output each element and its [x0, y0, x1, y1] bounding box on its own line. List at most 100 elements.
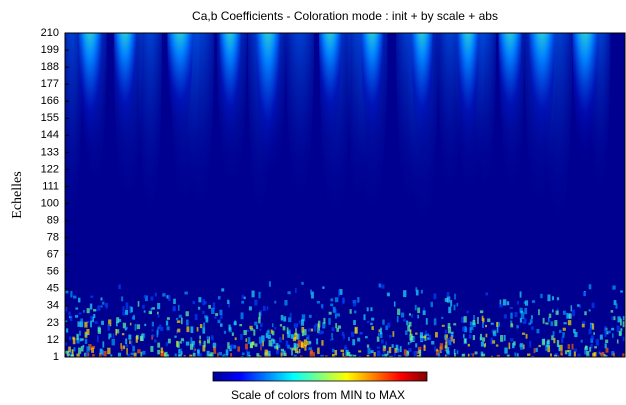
texture	[125, 309, 129, 315]
texture	[346, 351, 351, 356]
texture	[256, 33, 280, 180]
texture	[496, 321, 499, 327]
texture	[472, 335, 476, 341]
texture	[186, 319, 189, 326]
texture	[164, 351, 168, 357]
texture	[613, 316, 616, 321]
texture	[318, 330, 322, 335]
texture	[297, 333, 300, 340]
texture	[280, 314, 284, 321]
texture	[331, 338, 334, 341]
texture	[118, 284, 121, 290]
texture	[528, 322, 532, 325]
texture	[593, 332, 595, 335]
texture	[80, 321, 84, 328]
texture	[90, 315, 93, 320]
texture	[129, 340, 131, 344]
texture	[529, 340, 532, 348]
texture	[258, 312, 261, 319]
texture	[424, 330, 427, 337]
texture	[395, 344, 399, 350]
texture	[223, 353, 226, 357]
texture	[555, 310, 559, 315]
texture	[397, 308, 401, 316]
y-tick-label: 210	[41, 27, 59, 39]
texture	[86, 308, 90, 314]
texture	[140, 336, 143, 341]
texture	[190, 326, 194, 333]
texture	[506, 354, 510, 357]
texture	[330, 303, 334, 307]
texture	[248, 355, 251, 357]
texture	[125, 344, 129, 347]
texture	[275, 350, 280, 355]
texture	[148, 310, 152, 315]
texture	[516, 301, 520, 305]
texture	[406, 350, 410, 356]
texture	[516, 353, 519, 357]
texture	[381, 339, 384, 344]
texture	[295, 328, 297, 336]
texture	[208, 304, 211, 309]
texture	[352, 339, 356, 346]
texture	[284, 300, 288, 306]
chart-title: Ca,b Coefficients - Coloration mode : in…	[192, 9, 498, 23]
texture	[290, 334, 295, 339]
texture	[212, 302, 216, 310]
texture	[274, 300, 277, 304]
texture	[303, 339, 308, 347]
texture	[208, 354, 212, 357]
texture	[130, 340, 133, 346]
texture	[237, 346, 240, 352]
texture	[125, 356, 129, 357]
texture	[496, 326, 499, 333]
texture	[246, 329, 250, 333]
texture	[243, 296, 246, 300]
texture	[198, 340, 202, 344]
texture	[548, 316, 550, 322]
texture	[226, 354, 229, 357]
texture	[325, 355, 328, 357]
texture	[552, 331, 555, 337]
texture	[417, 307, 421, 314]
texture	[301, 326, 305, 333]
texture	[393, 301, 396, 307]
texture	[611, 316, 613, 321]
texture	[77, 321, 81, 327]
texture	[585, 345, 587, 348]
texture	[177, 304, 180, 311]
texture	[503, 314, 507, 319]
texture	[422, 336, 426, 339]
texture	[461, 326, 465, 332]
texture	[573, 351, 576, 357]
texture	[225, 349, 229, 356]
texture	[399, 346, 402, 353]
texture	[157, 302, 161, 310]
texture	[527, 353, 531, 356]
texture	[415, 287, 418, 292]
texture	[430, 301, 433, 308]
texture	[549, 353, 552, 357]
texture	[328, 318, 331, 325]
texture	[416, 351, 420, 355]
texture	[97, 305, 101, 311]
texture	[197, 354, 201, 357]
texture	[80, 346, 84, 352]
texture	[502, 299, 507, 306]
texture	[569, 313, 572, 319]
y-tick-label: 155	[41, 112, 59, 124]
texture	[143, 310, 146, 313]
texture	[240, 333, 243, 340]
texture	[101, 320, 104, 325]
texture	[366, 307, 369, 312]
texture	[202, 342, 205, 345]
texture	[490, 355, 494, 357]
texture	[96, 335, 99, 343]
texture	[590, 344, 593, 349]
texture	[425, 318, 428, 325]
texture	[436, 348, 438, 352]
texture	[115, 328, 118, 336]
texture	[84, 321, 88, 328]
texture	[198, 297, 202, 303]
texture	[115, 329, 120, 334]
